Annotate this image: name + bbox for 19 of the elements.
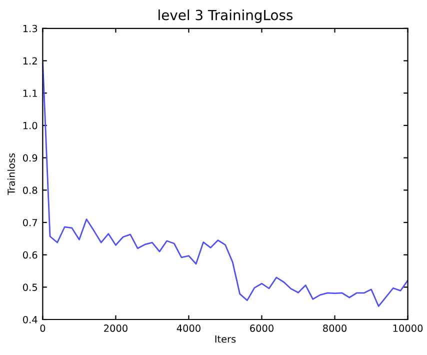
y-tick-label: 1.1 <box>23 90 37 97</box>
y-tick-label: 0.7 <box>23 218 38 226</box>
x-tick-label: 0 <box>40 324 46 332</box>
chart-title: level 3 TrainingLoss <box>158 10 293 23</box>
y-tick-label: 0.8 <box>23 186 38 194</box>
x-tick-label: 2000 <box>104 324 128 332</box>
y-tick-label: 0.9 <box>23 154 38 162</box>
y-tick-label: 0.6 <box>23 251 38 259</box>
y-tick-label: 0.5 <box>23 284 37 291</box>
x-tick-label: 4000 <box>176 324 200 332</box>
y-tick-label: 1.2 <box>23 57 37 64</box>
y-tick-label: 1.0 <box>23 122 38 130</box>
x-tick-label: 10000 <box>393 324 423 332</box>
y-axis-title: Trainloss <box>7 153 15 196</box>
x-tick-label: 6000 <box>250 324 274 332</box>
y-tick-label: 1.3 <box>23 24 38 32</box>
x-tick-label: 8000 <box>323 324 346 332</box>
y-tick-label: 0.4 <box>23 316 38 324</box>
x-axis-title: Iters <box>215 335 236 343</box>
